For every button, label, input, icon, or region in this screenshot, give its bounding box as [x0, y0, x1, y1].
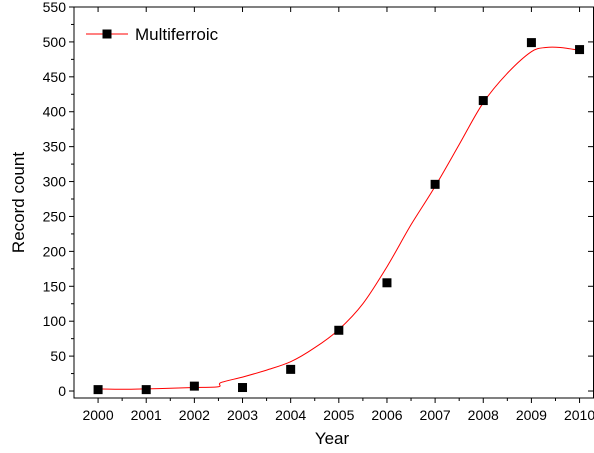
data-point — [478, 96, 488, 106]
data-point — [141, 385, 151, 395]
x-tick-label: 2004 — [275, 407, 306, 423]
y-tick-label: 450 — [43, 69, 67, 85]
x-tick-label: 2008 — [468, 407, 499, 423]
legend-label: Multiferroic — [135, 25, 219, 44]
data-points — [93, 38, 585, 395]
legend: Multiferroic — [86, 25, 219, 44]
y-tick-label: 250 — [43, 208, 67, 224]
x-tick-label: 2010 — [564, 407, 594, 423]
x-tick-label: 2007 — [420, 407, 451, 423]
y-tick-label: 50 — [50, 348, 66, 364]
x-tick-label: 2009 — [516, 407, 547, 423]
y-tick-label: 300 — [43, 174, 67, 190]
data-point — [286, 364, 296, 374]
data-point — [189, 381, 199, 391]
x-tick-label: 2003 — [227, 407, 258, 423]
y-axis-title: Record count — [9, 152, 28, 253]
y-tick-label: 400 — [43, 104, 67, 120]
y-tick-label: 0 — [58, 383, 66, 399]
y-tick-label: 500 — [43, 34, 67, 50]
data-point — [238, 383, 248, 393]
y-tick-label: 350 — [43, 139, 67, 155]
x-tick-label: 2001 — [131, 407, 162, 423]
x-axis-title: Year — [315, 429, 350, 448]
data-point — [382, 278, 392, 288]
x-tick-label: 2005 — [323, 407, 354, 423]
data-point — [334, 325, 344, 335]
x-tick-label: 2000 — [82, 407, 113, 423]
data-point — [93, 385, 103, 395]
y-tick-label: 550 — [43, 0, 67, 15]
x-axis: 2000 2001 2002 2003 2004 2005 2006 2007 2008 2009… — [82, 7, 594, 423]
legend-marker-square — [102, 29, 112, 39]
x-tick-label: 2006 — [371, 407, 402, 423]
y-tick-label: 150 — [43, 278, 67, 294]
data-point — [430, 179, 440, 189]
y-tick-label: 100 — [43, 313, 67, 329]
data-point — [575, 45, 585, 55]
x-tick-label: 2002 — [179, 407, 210, 423]
y-axis: 0 50 100 150 200 250 300 350 400 450 500 550 — [43, 0, 593, 399]
data-point — [526, 38, 536, 48]
y-tick-label: 200 — [43, 243, 67, 259]
fit-curve-line — [98, 46, 580, 390]
